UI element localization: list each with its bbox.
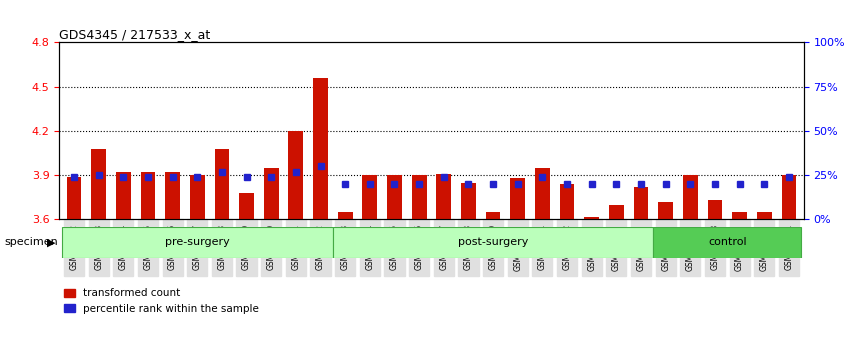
Bar [707, 200, 722, 219]
Bar [732, 212, 747, 219]
Text: specimen: specimen [4, 238, 58, 247]
Bar [239, 193, 254, 219]
Bar [634, 187, 648, 219]
Bar [609, 205, 624, 219]
FancyBboxPatch shape [332, 227, 653, 258]
Text: ▶: ▶ [47, 238, 55, 247]
Bar [510, 178, 525, 219]
Bar [116, 172, 131, 219]
Bar [140, 172, 156, 219]
Text: GDS4345 / 217533_x_at: GDS4345 / 217533_x_at [59, 28, 211, 41]
Bar [782, 175, 796, 219]
Bar [585, 217, 599, 219]
Bar [560, 184, 574, 219]
Bar [387, 175, 402, 219]
Bar [338, 212, 353, 219]
Bar [264, 168, 278, 219]
Bar [486, 212, 501, 219]
Bar [437, 174, 451, 219]
Bar [190, 175, 205, 219]
FancyBboxPatch shape [653, 227, 801, 258]
Bar [683, 175, 698, 219]
Bar [362, 175, 377, 219]
Bar [757, 212, 772, 219]
Text: pre-surgery: pre-surgery [165, 238, 229, 247]
Bar [412, 175, 426, 219]
Bar [535, 168, 550, 219]
Text: post-surgery: post-surgery [458, 238, 528, 247]
Text: control: control [708, 238, 746, 247]
Legend: transformed count, percentile rank within the sample: transformed count, percentile rank withi… [64, 289, 259, 314]
Bar [658, 202, 673, 219]
Bar [288, 131, 303, 219]
Bar [461, 183, 475, 219]
FancyBboxPatch shape [62, 227, 332, 258]
Bar [165, 172, 180, 219]
Bar [91, 149, 106, 219]
Bar [313, 78, 328, 219]
Bar [215, 149, 229, 219]
Bar [67, 177, 81, 219]
